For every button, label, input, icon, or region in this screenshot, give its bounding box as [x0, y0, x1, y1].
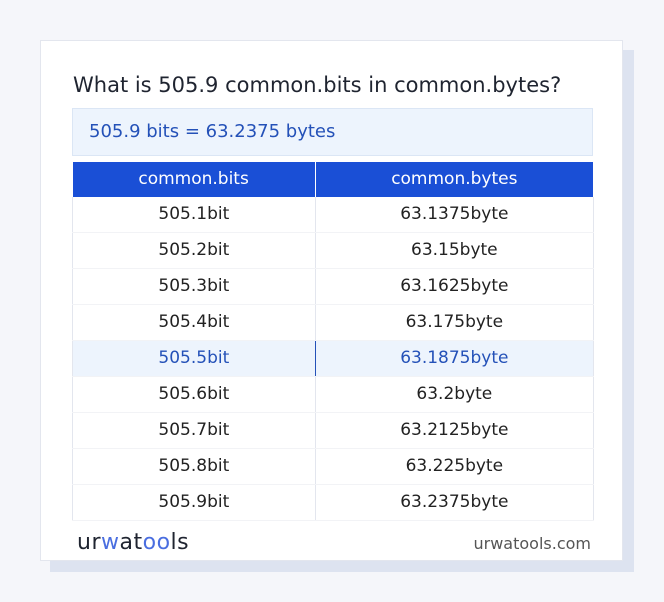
bytes-cell: 63.225byte — [314, 448, 595, 485]
column-header-bytes: common.bytes — [315, 162, 595, 197]
bits-cell: 505.5bit — [72, 340, 316, 377]
result-box: 505.9 bits = 63.2375 bytes — [72, 108, 593, 156]
bytes-cell: 63.1375byte — [314, 197, 595, 233]
table-row: 505.4bit 63.175byte — [72, 304, 595, 341]
bytes-cell: 63.175byte — [314, 304, 595, 341]
bits-cell: 505.7bit — [72, 412, 316, 449]
site-link[interactable]: urwatools.com — [473, 534, 592, 553]
bits-cell: 505.4bit — [72, 304, 316, 341]
conversion-table: common.bits common.bytes 505.1bit 63.1375… — [72, 162, 595, 521]
bytes-cell: 63.2375byte — [314, 484, 595, 521]
table-row: 505.8bit 63.225byte — [72, 448, 595, 485]
bits-cell: 505.9bit — [72, 484, 316, 521]
bytes-cell: 63.15byte — [314, 232, 595, 269]
column-header-bits: common.bits — [72, 162, 316, 197]
bits-cell: 505.2bit — [72, 232, 316, 269]
converter-card: What is 505.9 common.bits in common.byte… — [40, 40, 623, 561]
table-row: 505.9bit 63.2375byte — [72, 484, 595, 521]
urwatools-logo[interactable]: urwatools — [77, 530, 190, 555]
table-row: 505.2bit 63.15byte — [72, 232, 595, 269]
page-title: What is 505.9 common.bits in common.byte… — [73, 73, 562, 97]
bytes-cell: 63.2125byte — [314, 412, 595, 449]
bytes-cell: 63.1625byte — [314, 268, 595, 305]
table-row: 505.1bit 63.1375byte — [72, 197, 595, 233]
bytes-cell: 63.2byte — [314, 376, 595, 413]
bits-cell: 505.1bit — [72, 197, 316, 233]
bits-cell: 505.6bit — [72, 376, 316, 413]
bits-cell: 505.8bit — [72, 448, 316, 485]
table-row: 505.6bit 63.2byte — [72, 376, 595, 413]
table-row: 505.7bit 63.2125byte — [72, 412, 595, 449]
bits-cell: 505.3bit — [72, 268, 316, 305]
table-row: 505.5bit 63.1875byte — [72, 340, 595, 377]
table-row: 505.3bit 63.1625byte — [72, 268, 595, 305]
bytes-cell: 63.1875byte — [314, 340, 595, 377]
